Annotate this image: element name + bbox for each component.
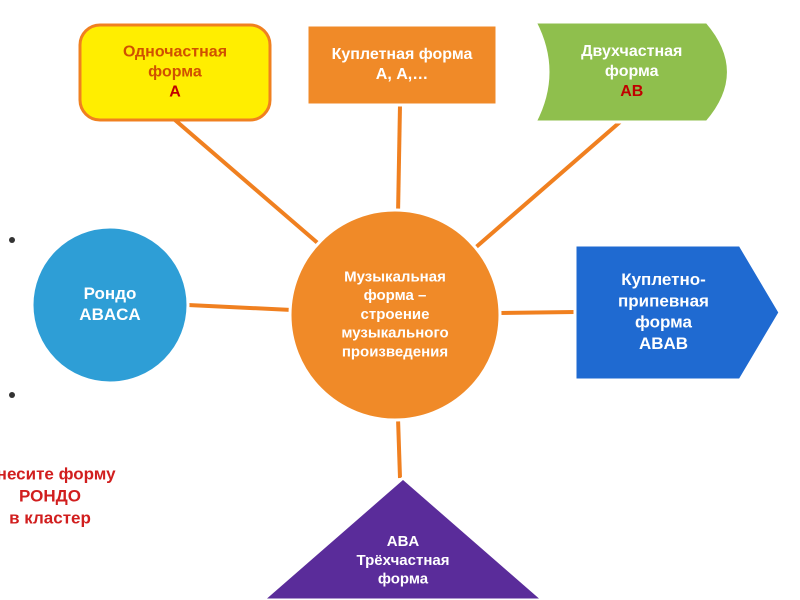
svg-text:ABAB: ABAB: [639, 334, 688, 353]
svg-text:A: A: [169, 84, 181, 101]
node-rondo: Рондо ABACA: [32, 227, 188, 383]
node-one-part: Одночастная форма A: [80, 25, 270, 120]
svg-text:припевная: припевная: [618, 291, 709, 310]
connector-couplet-refrain: [500, 312, 575, 313]
svg-text:форма: форма: [605, 63, 659, 80]
svg-text:Куплетно-: Куплетно-: [621, 270, 706, 289]
center-node: Музыкальная форма – строение музыкальногопр…: [290, 210, 500, 420]
svg-text:Рондо: Рондо: [84, 284, 137, 303]
svg-text:строение: строение: [361, 306, 430, 323]
svg-text:произведения: произведения: [342, 343, 448, 360]
annotation-text: Внесите форму РОНДО в кластер: [0, 464, 116, 527]
connector-one-part: [175, 120, 320, 245]
svg-text:А, А,…: А, А,…: [376, 66, 428, 83]
svg-text:Одночастная: Одночастная: [123, 44, 227, 61]
node-couplet-refrain: Куплетно-припевная форма ABAB: [575, 245, 780, 380]
svg-text:в кластер: в кластер: [9, 509, 91, 528]
connector-two-part: [475, 122, 620, 248]
svg-text:форма: форма: [148, 64, 202, 81]
margin-dot: [9, 237, 15, 243]
svg-text:Внесите форму: Внесите форму: [0, 464, 116, 483]
node-three-part: ABA Трёхчастная форма: [263, 478, 543, 600]
diagram-canvas: Музыкальнаяформа –строениемузыкальногопр…: [0, 0, 800, 600]
svg-text:Двухчастная: Двухчастная: [581, 43, 682, 60]
svg-text:форма: форма: [635, 313, 693, 332]
margin-dot: [9, 392, 15, 398]
svg-text:Трёхчастная: Трёхчастная: [357, 552, 450, 569]
svg-text:ABA: ABA: [387, 533, 420, 550]
svg-text:РОНДО: РОНДО: [19, 487, 81, 506]
connector-rondo: [188, 305, 292, 310]
svg-text:Музыкальная: Музыкальная: [344, 268, 446, 285]
connector-three-part: [398, 418, 400, 478]
node-couplet: Куплетная форма А, А,…: [307, 25, 497, 105]
svg-text:форма –: форма –: [364, 287, 427, 304]
connector-couplet: [398, 105, 400, 215]
svg-text:музыкального: музыкального: [341, 325, 448, 342]
svg-text:AB: AB: [620, 83, 643, 100]
svg-text:ABACA: ABACA: [79, 305, 140, 324]
svg-text:форма: форма: [378, 571, 429, 588]
svg-text:Куплетная форма: Куплетная форма: [332, 46, 473, 63]
node-two-part: Двухчастная форма AB: [535, 22, 729, 122]
